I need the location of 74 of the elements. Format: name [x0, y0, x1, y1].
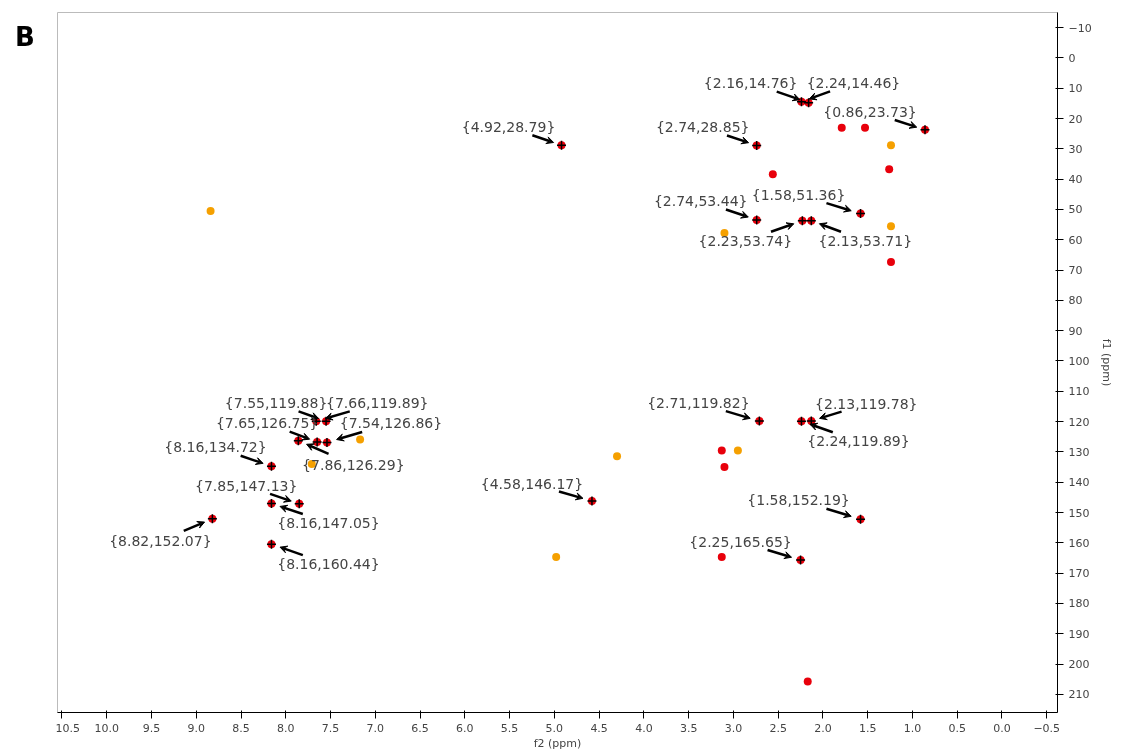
x-tick-label: 3.5: [679, 721, 698, 735]
y-axis-title: f1 (ppm): [1099, 338, 1113, 387]
x-tick-label: 6.5: [411, 721, 429, 735]
y-tick-label: 130: [1068, 445, 1090, 459]
y-tick-label: 140: [1068, 476, 1090, 490]
y-tick-label: 110: [1068, 385, 1090, 399]
y-tick-label: 150: [1068, 506, 1090, 520]
y-tick-label: 170: [1068, 567, 1090, 581]
y-tick-label: 160: [1068, 536, 1090, 550]
annotation: {2.71,119.82}: [647, 395, 750, 412]
annotation: {2.13,53.71}: [818, 232, 913, 249]
x-tick-label: 5.5: [500, 721, 519, 735]
y-tick-label: 210: [1068, 688, 1090, 702]
x-tick-label: −0.5: [1033, 721, 1061, 735]
x-tick-label: 9.0: [187, 721, 206, 735]
x-tick-label: 4.5: [590, 721, 608, 735]
annotation: {2.24,119.89}: [807, 433, 910, 450]
y-tick-label: 80: [1068, 294, 1083, 308]
annotation: {8.16,134.72}: [164, 439, 267, 456]
y-tick-label: 190: [1068, 627, 1090, 641]
y-tick-label: 0: [1068, 51, 1076, 65]
annotation: {8.16,160.44}: [277, 556, 380, 573]
annotation: {8.82,152.07}: [109, 532, 212, 549]
y-tick-label: 180: [1068, 597, 1090, 611]
annotation: {2.24,14.46}: [806, 74, 901, 91]
annotation: {7.65,126.75}: [215, 415, 319, 432]
x-tick-label: 0.5: [948, 721, 966, 735]
y-tick-label: 90: [1068, 324, 1083, 338]
annotation: {1.58,152.19}: [747, 492, 850, 509]
x-axis-title: f2 (ppm): [533, 736, 582, 750]
annotation: {2.74,53.44}: [653, 192, 748, 209]
annotation: {7.85,147.13}: [195, 477, 298, 494]
annotation: {7.66,119.89}: [326, 395, 429, 412]
x-tick-label: 4.0: [635, 721, 653, 735]
annotation: {7.55,119.88}: [224, 395, 328, 412]
annotation: {0.86,23.73}: [823, 103, 917, 120]
x-tick-label: 6.0: [456, 721, 474, 735]
x-tick-label: 2.0: [814, 721, 832, 735]
annotation: {1.58,51.36}: [751, 186, 846, 203]
x-tick-label: 2.5: [769, 721, 787, 735]
text: B: [15, 21, 35, 54]
y-tick-label: 200: [1068, 658, 1090, 672]
annotation: {2.74,28.85}: [655, 119, 750, 136]
x-tick-label: 7.5: [321, 721, 340, 735]
x-tick-label: 1.0: [903, 721, 922, 735]
x-tick-label: 7.0: [366, 721, 385, 735]
annotation: {4.58,146.17}: [480, 475, 584, 492]
annotation: {7.86,126.29}: [302, 456, 405, 473]
annotation: {8.16,147.05}: [277, 514, 380, 531]
x-tick-label: 9.5: [142, 721, 161, 735]
x-tick-label: 10.0: [94, 721, 119, 735]
annotation: {2.25,165.65}: [689, 533, 792, 550]
annotation: {2.13,119.78}: [815, 395, 918, 412]
y-tick-label: 60: [1068, 233, 1083, 247]
y-tick-label: 20: [1068, 112, 1083, 126]
x-tick-label: 0.0: [993, 721, 1011, 735]
y-tick-label: 120: [1068, 415, 1090, 429]
x-tick-label: 3.0: [724, 721, 743, 735]
x-tick-label: 5.0: [545, 721, 564, 735]
x-tick-label: 8.5: [232, 721, 250, 735]
annotation: {2.16,14.76}: [703, 74, 798, 91]
y-tick-label: 70: [1068, 264, 1083, 278]
x-tick-label: 8.0: [277, 721, 295, 735]
annotation: {4.92,28.79}: [461, 119, 556, 136]
y-tick-label: 30: [1068, 142, 1083, 156]
x-tick-label: 1.5: [858, 721, 877, 735]
y-tick-label: 40: [1068, 173, 1083, 187]
annotation: {2.23,53.74}: [698, 232, 793, 249]
y-tick-label: 100: [1068, 354, 1090, 368]
y-tick-label: 50: [1068, 203, 1083, 217]
annotation: {7.54,126.86}: [339, 415, 443, 432]
x-tick-label: 10.5: [55, 721, 80, 735]
y-tick-label: 10: [1068, 82, 1083, 96]
y-tick-label: −10: [1068, 21, 1092, 35]
